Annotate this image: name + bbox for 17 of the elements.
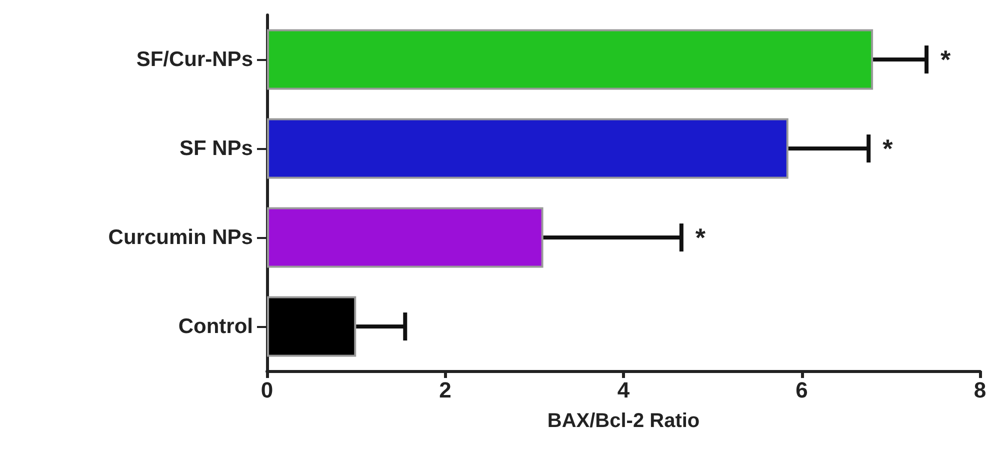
y-tick-label: SF/Cur-NPs	[136, 48, 253, 71]
x-tick-label: 8	[974, 378, 986, 402]
annotation: *	[882, 134, 894, 164]
x-tick-label: 6	[796, 378, 808, 402]
annotation: *	[940, 44, 952, 74]
annotation: *	[695, 222, 706, 252]
x-tick-label: 2	[439, 378, 452, 402]
x-tick-label: 0	[260, 378, 274, 402]
bar	[267, 296, 356, 357]
x-axis-title: BAX/Bcl-2 Ratio	[547, 410, 700, 432]
y-tick-label: SF NPs	[179, 137, 253, 160]
bar	[267, 29, 874, 90]
y-tick-label: Control	[178, 315, 253, 338]
x-tick-label: 4	[617, 378, 630, 402]
bar	[267, 207, 544, 268]
bar	[267, 118, 788, 179]
y-tick-label: Curcumin NPs	[108, 226, 253, 249]
